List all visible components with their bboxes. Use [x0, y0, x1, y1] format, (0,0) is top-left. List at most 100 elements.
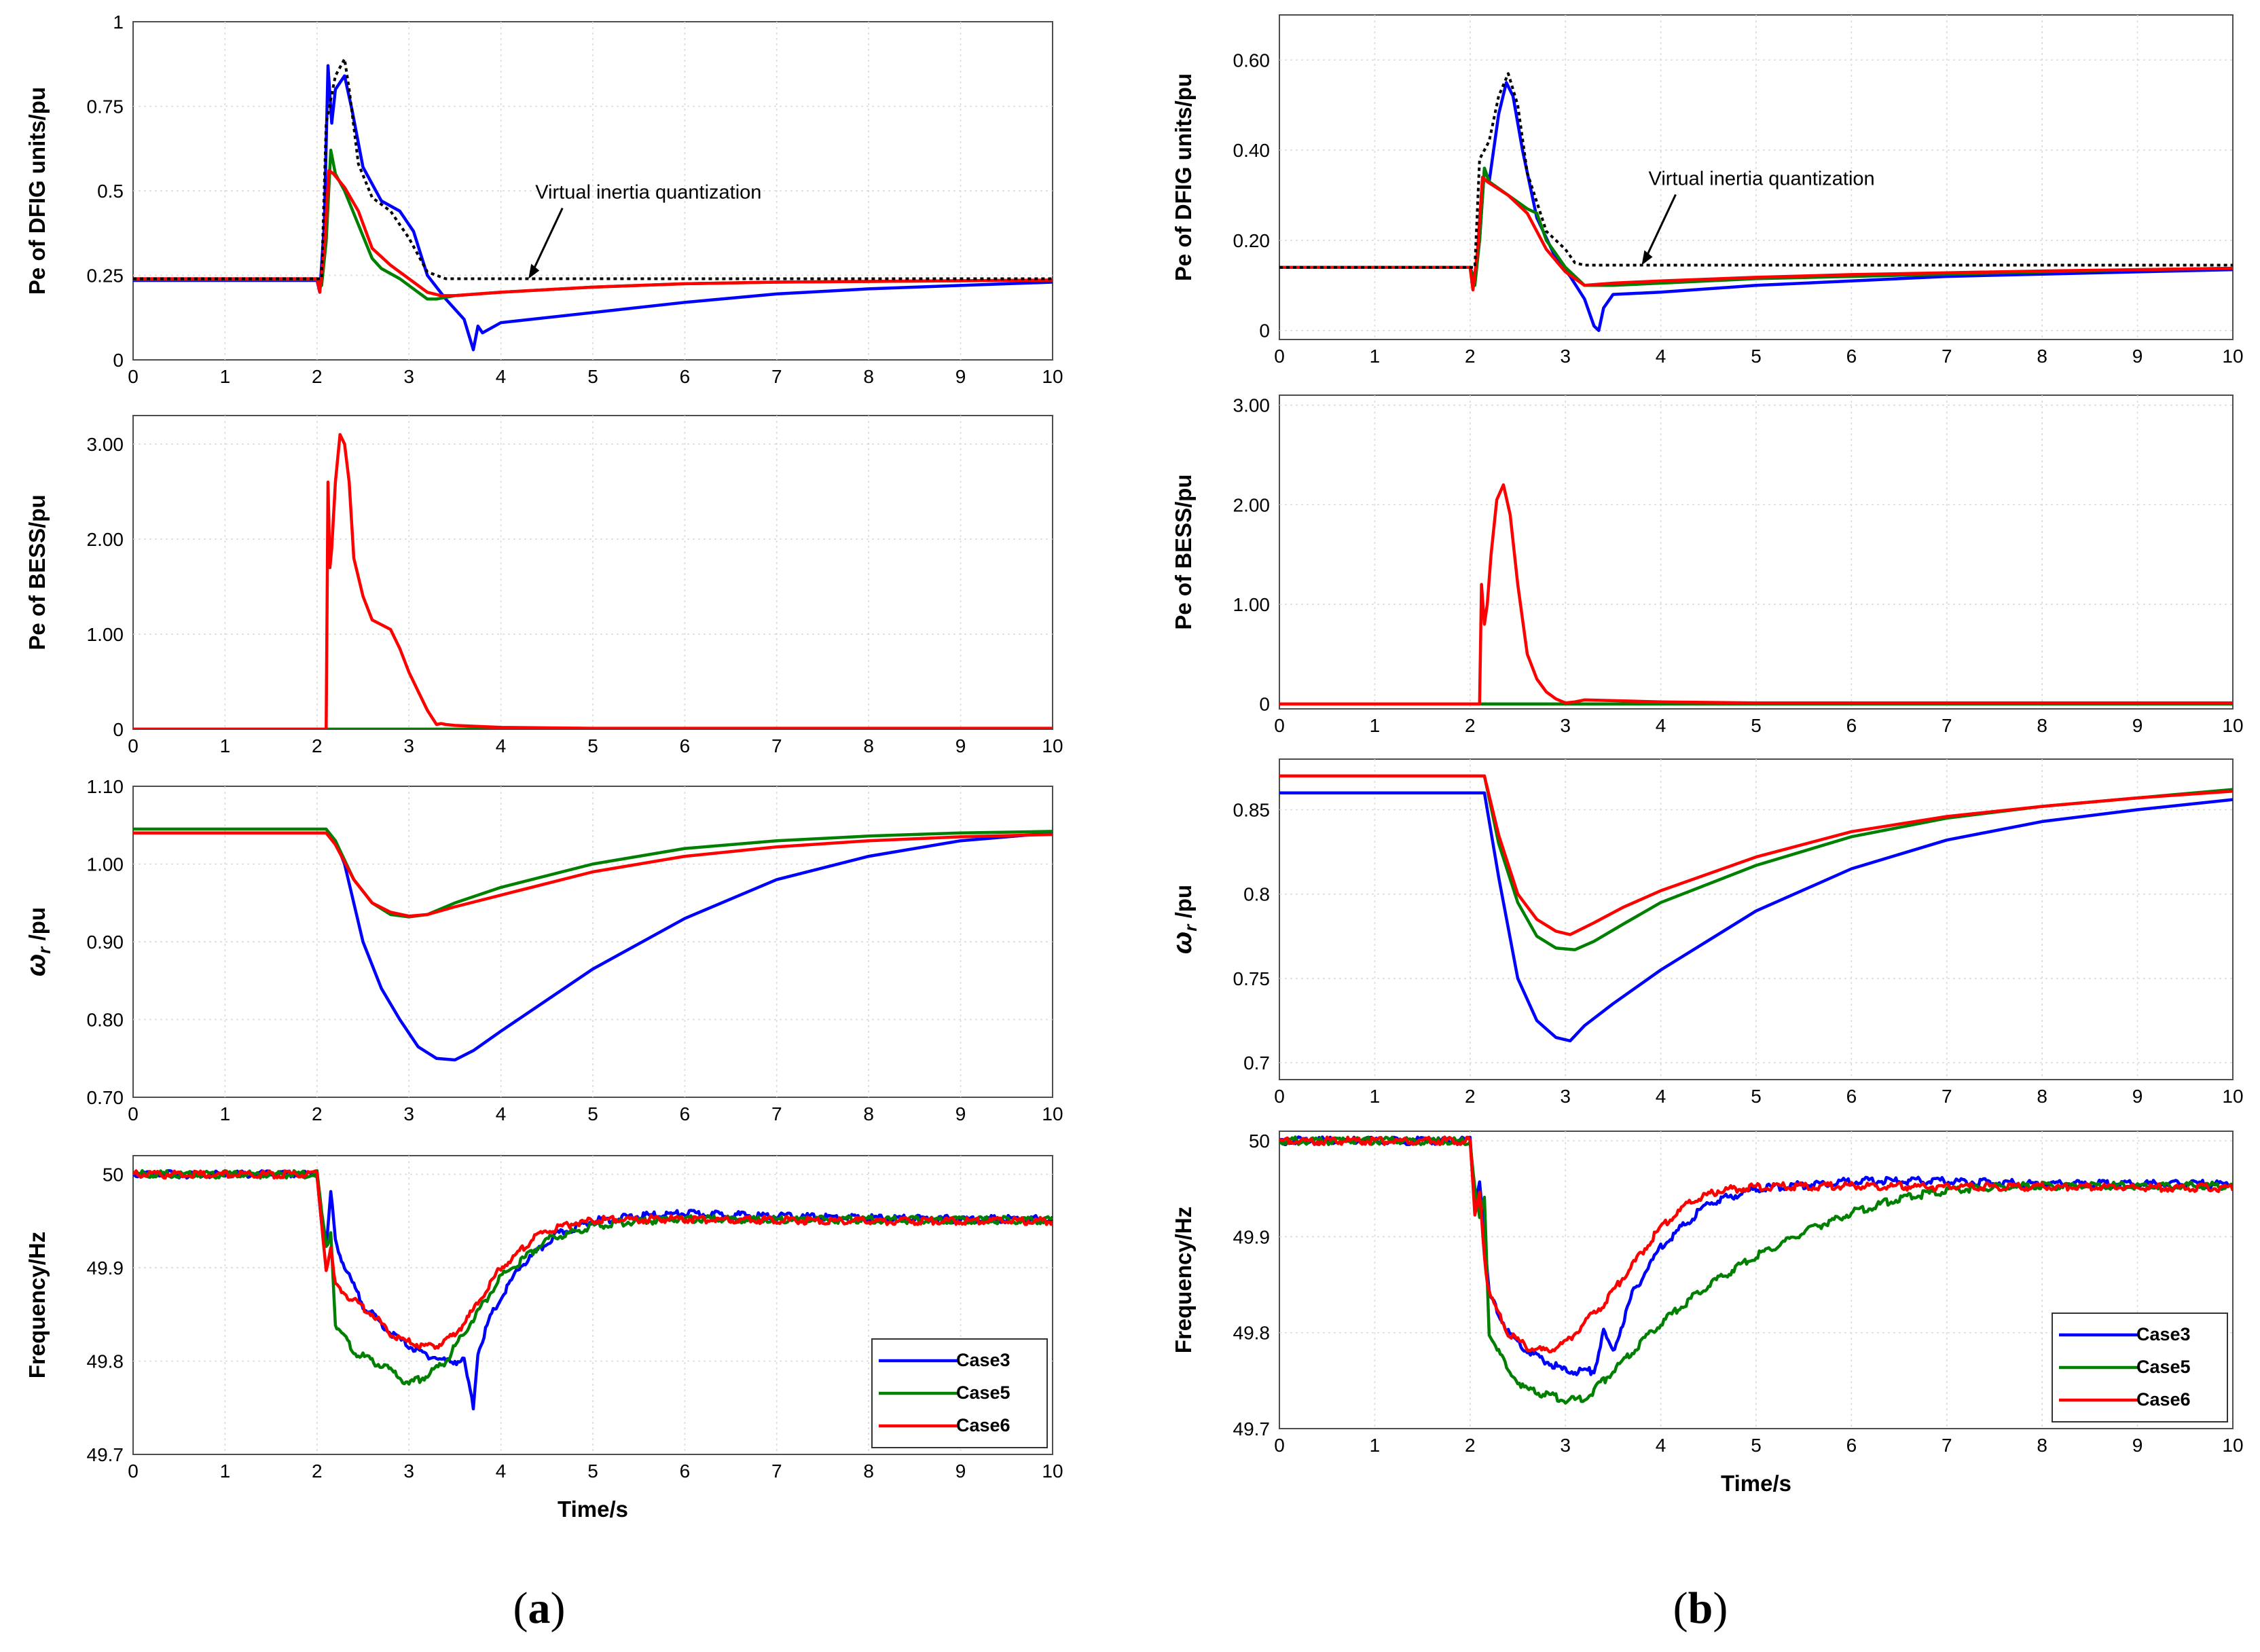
x-tick-label: 7 [1942, 715, 1952, 736]
x-tick-label: 2 [312, 366, 323, 387]
x-tick-label: 5 [587, 1103, 598, 1124]
x-tick-label: 9 [955, 1103, 966, 1124]
panel-a4: 0 1 2 3 4 5 6 7 8 9 10 49.7 49.8 49.9 50 Frequency/Hz Ti… [24, 1155, 1063, 1522]
x-tick-label: 7 [771, 735, 782, 756]
x-tick-label: 3 [1560, 1086, 1571, 1107]
x-tick-label: 4 [1656, 715, 1666, 736]
legend: Case3 Case5 Case6 [2052, 1313, 2228, 1422]
x-tick-label: 7 [771, 366, 782, 387]
x-tick-label: 8 [2037, 346, 2047, 367]
y-tick-label: 0.75 [1233, 968, 1271, 989]
x-tick-label: 4 [1656, 1086, 1666, 1107]
y-tick-label: 0.8 [1243, 884, 1270, 905]
panel-b2: 0 1 2 3 4 5 6 7 8 9 10 0 1.00 2.00 3.00 Pe of BESS/pu [1171, 394, 2244, 736]
x-tick-label: 7 [771, 1461, 782, 1482]
series-line-case3 [1279, 791, 2233, 1043]
x-tick-label: 8 [863, 735, 874, 756]
y-tick-label: 50 [103, 1164, 124, 1186]
series-group [1279, 72, 2233, 332]
subfigure-label-b: (b) [1673, 1583, 1728, 1633]
x-tick-label: 1 [220, 735, 231, 756]
x-tick-label: 0 [128, 1461, 139, 1482]
x-tick-label: 1 [220, 366, 231, 387]
legend-label-case5: Case5 [2136, 1357, 2191, 1377]
series-group [1279, 483, 2233, 705]
x-tick-label: 5 [1751, 1435, 1762, 1456]
y-tick-label: 2.00 [87, 529, 124, 550]
series-group [133, 827, 1053, 1062]
annotation-arrow [1643, 194, 1677, 262]
x-tick-label: 10 [1042, 366, 1063, 387]
x-tick-label: 9 [2132, 346, 2143, 367]
x-tick-label: 1 [1370, 1435, 1381, 1456]
y-axis-label: Frequency/Hz [1171, 1207, 1196, 1353]
annotation-arrowhead [528, 263, 540, 279]
y-tick-label: 49.8 [1233, 1323, 1271, 1344]
x-tick-label: 4 [496, 735, 507, 756]
x-tick-label: 7 [1942, 346, 1952, 367]
x-tick-label: 9 [2132, 715, 2143, 736]
x-tick-label: 2 [1465, 346, 1476, 367]
x-tick-label: 6 [680, 735, 691, 756]
x-tick-label: 7 [1942, 1086, 1952, 1107]
x-tick-label: 0 [1274, 1435, 1285, 1456]
subfigure-label-a: (a) [513, 1583, 566, 1633]
y-tick-label: 0 [1259, 320, 1270, 342]
y-tick-label: 0.5 [97, 181, 124, 202]
x-tick-label: 5 [1751, 715, 1762, 736]
panel-b4: 0 1 2 3 4 5 6 7 8 9 10 49.7 49.8 49.9 50 Frequency/Hz Ti… [1171, 1131, 2244, 1496]
annotation-text: Virtual inertia quantization [535, 181, 761, 203]
y-tick-label: 2.00 [1233, 494, 1271, 515]
x-tick-label: 1 [1370, 346, 1381, 367]
y-tick-label: 0.75 [87, 96, 124, 117]
x-axis-label: Time/s [558, 1497, 628, 1522]
series-line-virtual-inertia-quantization [1279, 72, 2233, 269]
y-tick-label: 0 [1259, 694, 1270, 715]
y-tick-label: 0.80 [87, 1010, 124, 1031]
x-tick-label: 0 [1274, 346, 1285, 367]
x-tick-label: 6 [680, 366, 691, 387]
panel-a1: 0 1 2 3 4 5 6 7 8 9 10 0 0.25 0.5 0.75 1 Pe of DFIG unit… [24, 12, 1063, 387]
x-tick-label: 0 [1274, 1086, 1285, 1107]
x-tick-label: 0 [1274, 715, 1285, 736]
series-line-case6 [133, 433, 1053, 729]
x-tick-label: 10 [2222, 346, 2243, 367]
legend-label-case5: Case5 [956, 1382, 1010, 1403]
x-tick-label: 5 [587, 735, 598, 756]
x-tick-label: 9 [955, 1461, 966, 1482]
x-tick-label: 6 [680, 1103, 691, 1124]
x-tick-label: 9 [955, 366, 966, 387]
x-tick-label: 2 [312, 1103, 323, 1124]
y-tick-label: 0 [113, 350, 124, 371]
series-line-case5 [1279, 1135, 2233, 1405]
y-tick-label: 49.9 [1233, 1226, 1271, 1247]
y-axis-label: Pe of DFIG units/pu [1171, 73, 1196, 281]
panel-a3: 0 1 2 3 4 5 6 7 8 9 10 0.70 0.80 0.90 1.00 1.10 ωr /pu [21, 776, 1063, 1124]
y-tick-label: 0 [113, 719, 124, 740]
x-tick-label: 4 [496, 1461, 507, 1482]
x-tick-label: 5 [587, 1461, 598, 1482]
x-tick-label: 7 [771, 1103, 782, 1124]
x-tick-label: 10 [1042, 1461, 1063, 1482]
x-tick-label: 4 [1656, 346, 1666, 367]
x-tick-label: 8 [2037, 1435, 2047, 1456]
x-tick-label: 2 [1465, 1086, 1476, 1107]
annotation-text: Virtual inertia quantization [1649, 168, 1875, 189]
series-group [133, 57, 1053, 352]
x-tick-label: 8 [2037, 715, 2047, 736]
y-tick-label: 0.90 [87, 932, 124, 953]
x-tick-label: 3 [1560, 346, 1571, 367]
series-line-case6 [1279, 175, 2233, 292]
x-tick-label: 10 [2222, 1435, 2243, 1456]
x-tick-label: 0 [128, 366, 139, 387]
x-tick-label: 1 [1370, 1086, 1381, 1107]
y-axis-label: ωr /pu [1167, 885, 1201, 954]
x-tick-label: 3 [403, 735, 414, 756]
x-tick-label: 1 [1370, 715, 1381, 736]
y-axis-label: Pe of DFIG units/pu [24, 87, 50, 295]
y-tick-label: 0.20 [1233, 230, 1271, 251]
y-tick-label: 0.70 [87, 1087, 124, 1108]
y-tick-label: 3.00 [1233, 395, 1271, 416]
y-tick-label: 0.7 [1243, 1052, 1270, 1073]
